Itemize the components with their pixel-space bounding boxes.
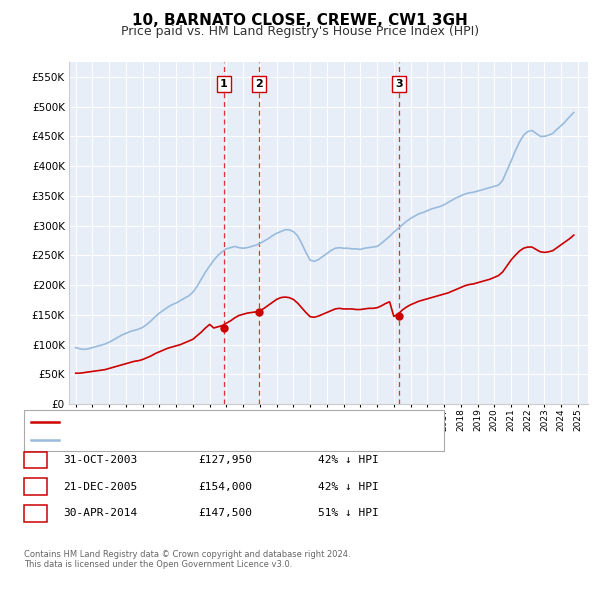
Text: 42% ↓ HPI: 42% ↓ HPI	[318, 482, 379, 491]
Text: Price paid vs. HM Land Registry's House Price Index (HPI): Price paid vs. HM Land Registry's House …	[121, 25, 479, 38]
Text: HPI: Average price, detached house, Cheshire East: HPI: Average price, detached house, Ches…	[64, 435, 311, 445]
Text: 31-OCT-2003: 31-OCT-2003	[63, 455, 137, 465]
Text: 2: 2	[32, 482, 39, 491]
Text: £154,000: £154,000	[198, 482, 252, 491]
Text: 10, BARNATO CLOSE, CREWE, CW1 3GH: 10, BARNATO CLOSE, CREWE, CW1 3GH	[132, 13, 468, 28]
Text: £127,950: £127,950	[198, 455, 252, 465]
Text: 42% ↓ HPI: 42% ↓ HPI	[318, 455, 379, 465]
Text: £147,500: £147,500	[198, 509, 252, 518]
Text: 2: 2	[256, 79, 263, 89]
Text: 3: 3	[32, 509, 39, 518]
Text: 30-APR-2014: 30-APR-2014	[63, 509, 137, 518]
Text: 51% ↓ HPI: 51% ↓ HPI	[318, 509, 379, 518]
Text: 10, BARNATO CLOSE, CREWE, CW1 3GH (detached house): 10, BARNATO CLOSE, CREWE, CW1 3GH (detac…	[64, 417, 348, 427]
Text: 21-DEC-2005: 21-DEC-2005	[63, 482, 137, 491]
Text: Contains HM Land Registry data © Crown copyright and database right 2024.
This d: Contains HM Land Registry data © Crown c…	[24, 550, 350, 569]
Text: 1: 1	[32, 455, 39, 465]
Text: 1: 1	[220, 79, 227, 89]
Text: 3: 3	[395, 79, 403, 89]
